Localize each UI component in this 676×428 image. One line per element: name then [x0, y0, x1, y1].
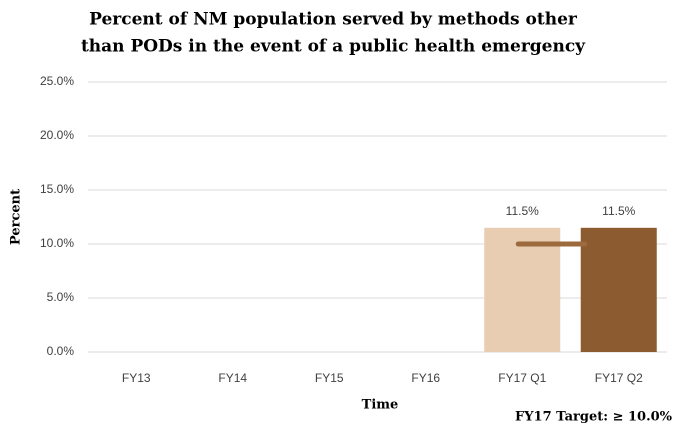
y-tick-label: 10.0% [40, 236, 74, 250]
x-axis-label: Time [362, 398, 399, 413]
x-tick-label: FY15 [315, 371, 344, 385]
x-tick-label: FY17 Q1 [498, 371, 546, 385]
data-label: 11.5% [506, 204, 539, 218]
y-tick-label: 5.0% [47, 290, 75, 304]
x-tick-label: FY13 [122, 371, 151, 385]
bar [580, 227, 657, 352]
y-tick-label: 25.0% [40, 74, 74, 88]
y-tick-label: 15.0% [40, 182, 74, 196]
target-label: FY17 Target: ≥ 10.0% [515, 410, 673, 425]
x-tick-label: FY16 [411, 371, 440, 385]
y-tick-label: 0.0% [47, 344, 75, 358]
chart-title: than PODs in the event of a public healt… [81, 37, 586, 57]
y-tick-label: 20.0% [40, 128, 74, 142]
x-tick-label: FY14 [218, 371, 247, 385]
bar [484, 227, 561, 352]
data-label: 11.5% [602, 204, 635, 218]
y-axis-label: Percent [9, 189, 24, 245]
x-tick-label: FY17 Q2 [595, 371, 643, 385]
chart-title: Percent of NM population served by metho… [89, 10, 578, 30]
